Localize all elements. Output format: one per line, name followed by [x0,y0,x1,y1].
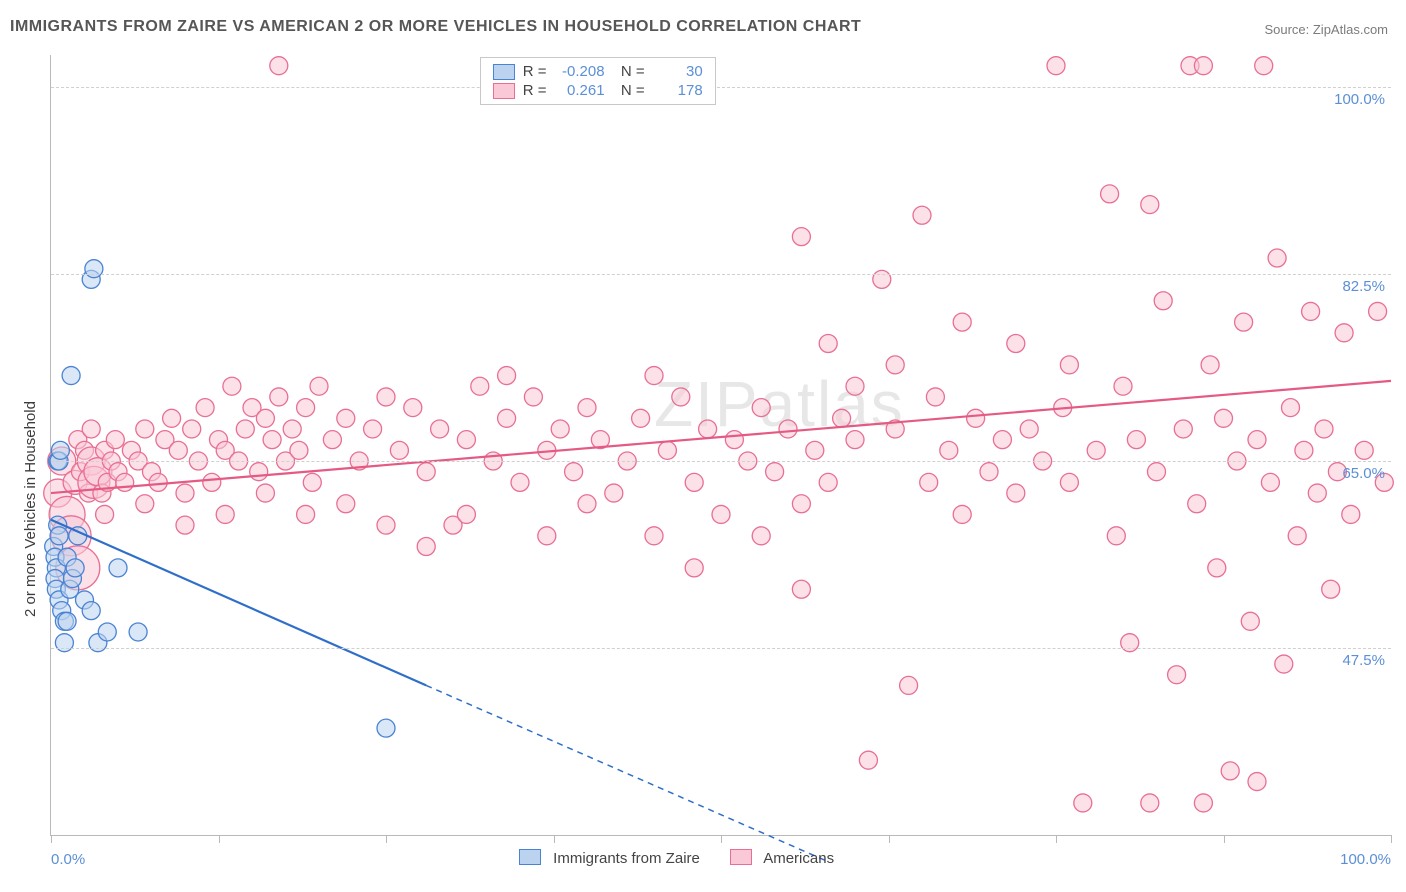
swatch-blue-icon [493,64,515,80]
chart-title: IMMIGRANTS FROM ZAIRE VS AMERICAN 2 OR M… [10,18,861,36]
stats-row-1: R = -0.208 N = 30 [481,62,715,81]
legend-label-2: Americans [763,850,834,867]
stat-r1: -0.208 [555,63,605,80]
y-tick-label: 47.5% [1342,652,1385,669]
y-tick-label: 65.0% [1342,465,1385,482]
legend-item-2: Americans [730,849,834,867]
x-tick-label-right: 100.0% [1340,851,1391,868]
stats-legend-box: R = -0.208 N = 30 R = 0.261 N = 178 [480,57,716,105]
stat-n1: 30 [653,63,703,80]
scatter-svg [51,55,1391,835]
stat-r2: 0.261 [555,82,605,99]
stat-label: N = [613,82,645,99]
stat-label: R = [523,63,547,80]
legend-item-1: Immigrants from Zaire [519,849,700,867]
y-tick-label: 82.5% [1342,278,1385,295]
swatch-blue-icon [519,849,541,865]
watermark: ZIPatlas [654,367,905,441]
stat-label: N = [613,63,645,80]
bottom-legend: Immigrants from Zaire Americans [519,849,834,867]
swatch-pink-icon [730,849,752,865]
x-tick-label-left: 0.0% [51,851,85,868]
plot-area: ZIPatlas R = -0.208 N = 30 R = 0.261 N =… [50,55,1391,836]
y-tick-label: 100.0% [1334,91,1385,108]
swatch-pink-icon [493,83,515,99]
y-axis-title: 2 or more Vehicles in Household [22,401,39,617]
stat-n2: 178 [653,82,703,99]
source-label: Source: ZipAtlas.com [1264,22,1388,37]
stat-label: R = [523,82,547,99]
legend-label-1: Immigrants from Zaire [553,850,700,867]
stats-row-2: R = 0.261 N = 178 [481,81,715,100]
